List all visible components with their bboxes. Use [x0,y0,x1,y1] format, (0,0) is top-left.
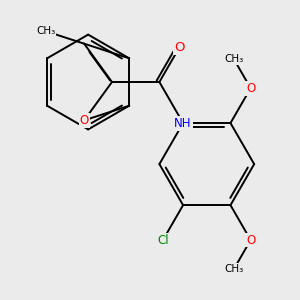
Text: CH₃: CH₃ [224,264,244,274]
Text: CH₃: CH₃ [36,26,56,36]
Text: NH: NH [174,117,192,130]
Text: O: O [246,82,255,95]
Text: O: O [174,40,185,54]
Text: O: O [246,233,255,247]
Text: Cl: Cl [157,233,169,247]
Text: CH₃: CH₃ [224,54,244,64]
Text: O: O [80,114,89,127]
